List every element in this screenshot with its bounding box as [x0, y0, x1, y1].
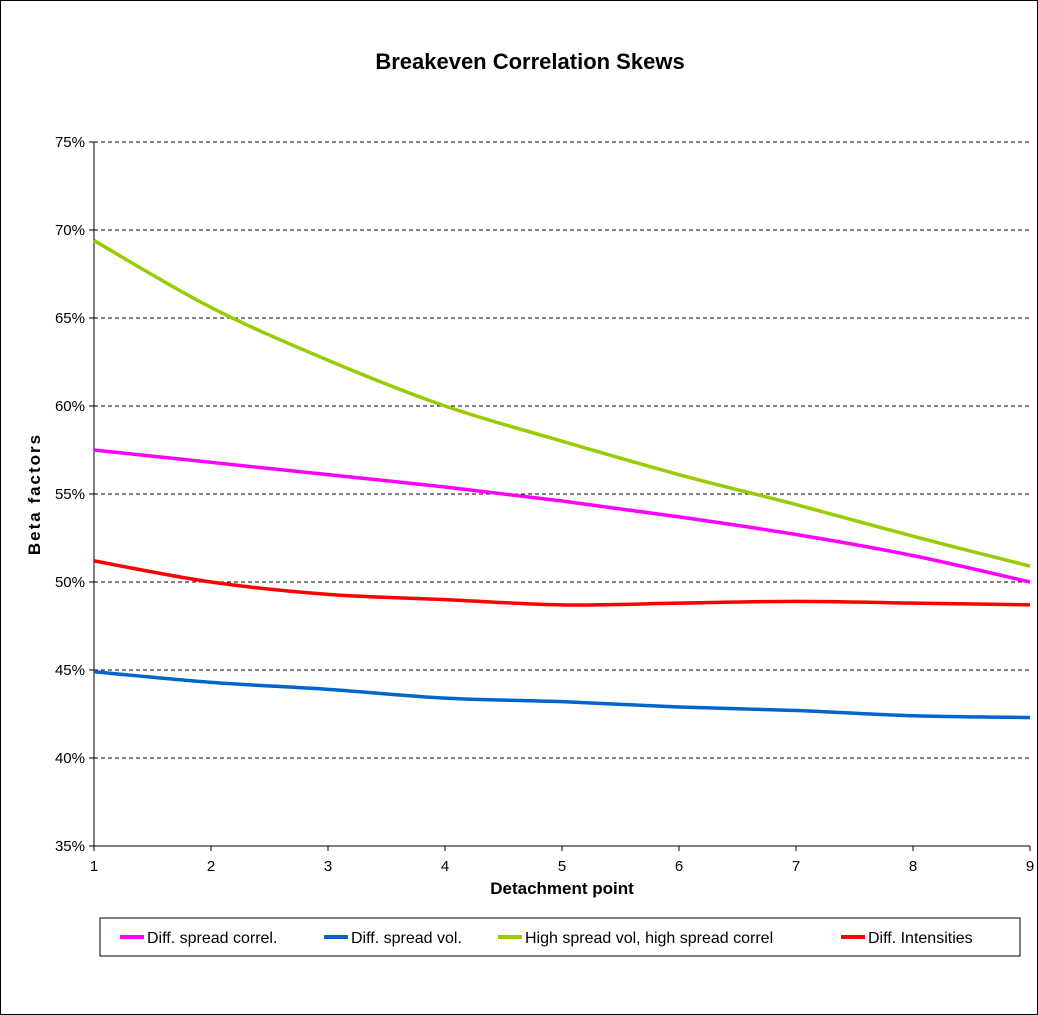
chart-title: Breakeven Correlation Skews [375, 49, 684, 74]
series-line-2 [93, 670, 1031, 720]
legend: Diff. spread correl. Diff. spread vol. Hig… [99, 917, 1021, 957]
x-tick-label: 2 [207, 858, 215, 875]
series-lines [93, 239, 1031, 720]
axes: 35% 40% 45% 50% 55% 60% 65% 70% 75% 1 2 3 4 5 6 7 8 9 [55, 134, 1034, 875]
x-tick-label: 4 [441, 858, 449, 875]
y-tick-label: 45% [55, 662, 85, 679]
y-tick-label: 40% [55, 750, 85, 767]
legend-label: Diff. spread correl. [147, 930, 277, 947]
series-line-1 [93, 448, 1031, 584]
y-axis-label: Beta factors [25, 433, 44, 555]
legend-label: Diff. spread vol. [351, 930, 462, 947]
legend-label: Diff. Intensities [868, 930, 973, 947]
legend-label: High spread vol, high spread correl [525, 930, 773, 947]
x-tick-label: 5 [558, 858, 566, 875]
y-tick-label: 35% [55, 838, 85, 855]
y-tick-label: 75% [55, 134, 85, 151]
x-tick-label: 1 [90, 858, 98, 875]
x-tick-label: 7 [792, 858, 800, 875]
legend-box [99, 917, 1021, 957]
series-line-4 [93, 559, 1031, 607]
y-tick-label: 60% [55, 398, 85, 415]
series-line-3 [93, 239, 1031, 568]
x-tick-label: 8 [909, 858, 917, 875]
y-tick-label: 70% [55, 222, 85, 239]
y-tick-label: 50% [55, 574, 85, 591]
x-tick-label: 9 [1026, 858, 1034, 875]
x-axis-label: Detachment point [490, 879, 634, 898]
x-tick-label: 6 [675, 858, 683, 875]
y-tick-label: 65% [55, 310, 85, 327]
y-tick-label: 55% [55, 486, 85, 503]
x-tick-label: 3 [324, 858, 332, 875]
gridlines [94, 141, 1030, 759]
